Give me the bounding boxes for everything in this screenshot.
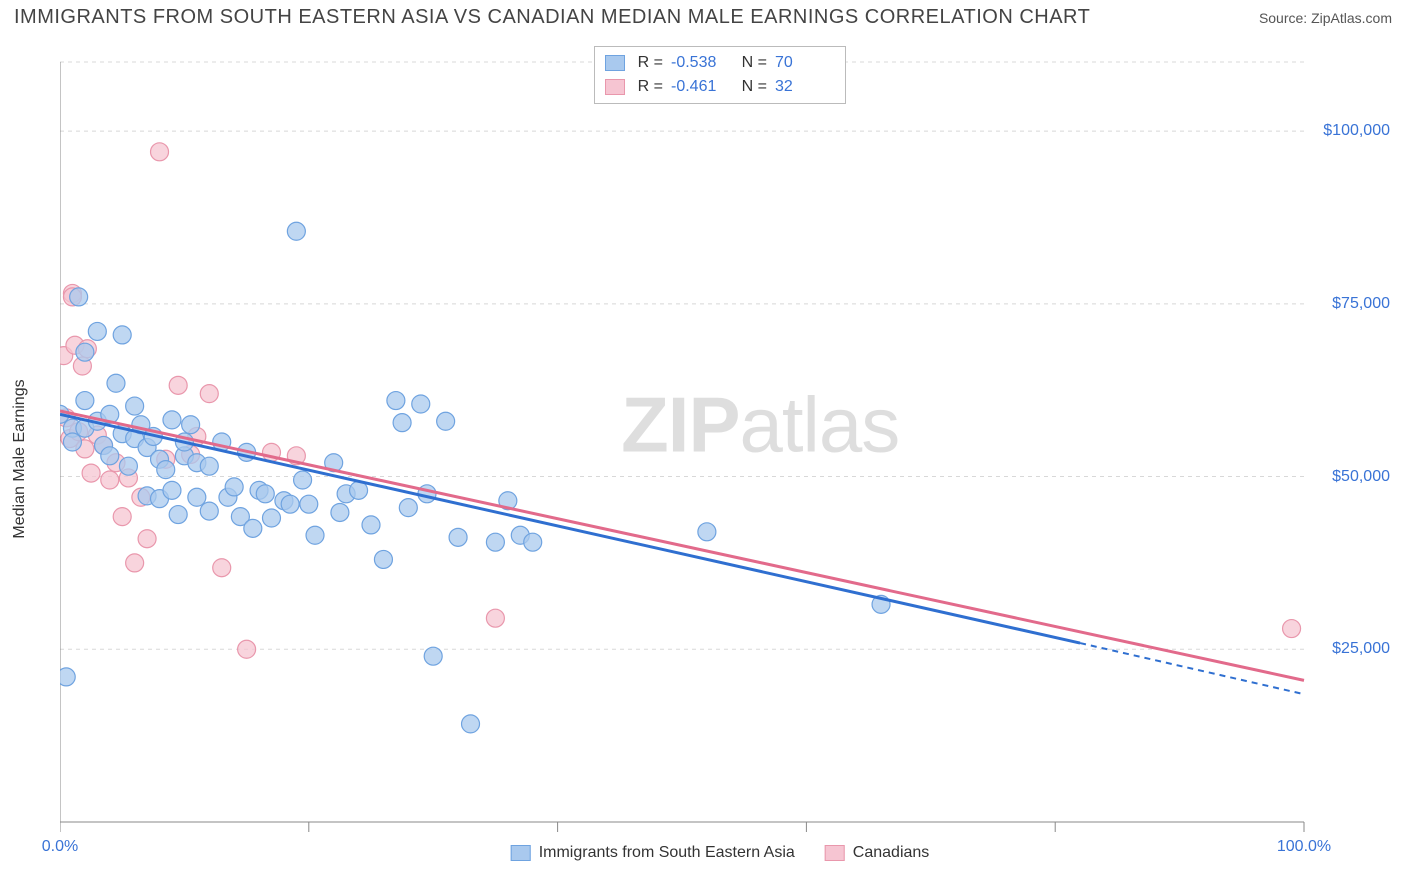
legend-series-item: Immigrants from South Eastern Asia xyxy=(511,844,795,862)
y-tick-label: $100,000 xyxy=(1323,122,1390,140)
legend-swatch xyxy=(605,55,625,71)
y-tick-label: $50,000 xyxy=(1332,468,1390,486)
legend-swatch xyxy=(511,845,531,861)
legend-series-item: Canadians xyxy=(825,844,930,862)
legend-n-value: 70 xyxy=(775,54,835,72)
x-tick-label: 100.0% xyxy=(1277,838,1331,856)
y-tick-label: $75,000 xyxy=(1332,295,1390,313)
legend-n-value: 32 xyxy=(775,78,835,96)
source-label: Source: xyxy=(1259,10,1311,26)
legend-n-label: N = xyxy=(739,78,767,96)
y-tick-label: $25,000 xyxy=(1332,640,1390,658)
legend-row: R = -0.461 N = 32 xyxy=(605,75,835,99)
legend-series-label: Canadians xyxy=(853,844,930,862)
scatter-plot xyxy=(60,40,1390,860)
legend-series-label: Immigrants from South Eastern Asia xyxy=(539,844,795,862)
legend-swatch xyxy=(825,845,845,861)
legend-swatch xyxy=(605,79,625,95)
chart-title: IMMIGRANTS FROM SOUTH EASTERN ASIA VS CA… xyxy=(14,6,1090,29)
legend-r-label: R = xyxy=(633,54,663,72)
legend-series: Immigrants from South Eastern Asia Canadi… xyxy=(511,844,930,862)
source-attribution: Source: ZipAtlas.com xyxy=(1259,10,1392,26)
chart-container: Median Male Earnings ZIPatlas $25,000$50… xyxy=(50,40,1390,860)
y-axis-label: Median Male Earnings xyxy=(11,379,29,538)
legend-n-label: N = xyxy=(739,54,767,72)
legend-r-value: -0.461 xyxy=(671,78,731,96)
legend-r-value: -0.538 xyxy=(671,54,731,72)
source-value: ZipAtlas.com xyxy=(1311,10,1392,26)
legend-r-label: R = xyxy=(633,78,663,96)
legend-row: R = -0.538 N = 70 xyxy=(605,51,835,75)
legend-correlation-box: R = -0.538 N = 70 R = -0.461 N = 32 xyxy=(594,46,846,104)
x-tick-label: 0.0% xyxy=(42,838,78,856)
